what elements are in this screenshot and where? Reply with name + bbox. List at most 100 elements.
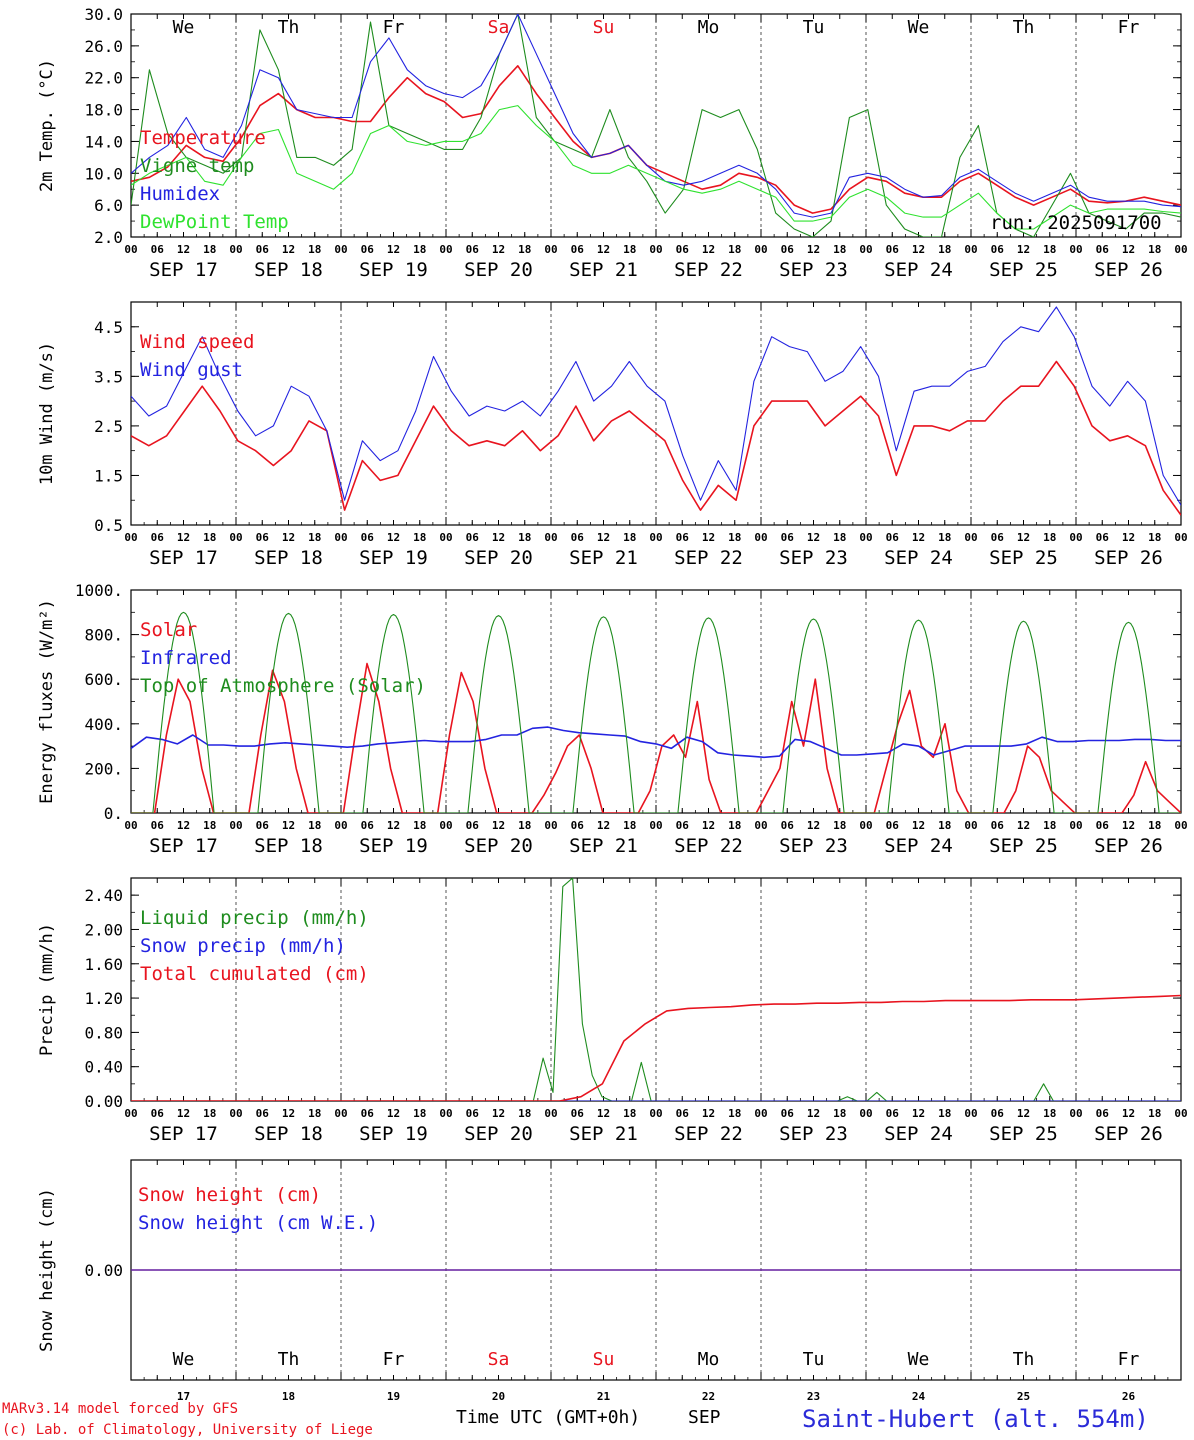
series-line [131,14,1181,237]
date-label: SEP 24 [884,259,953,281]
date-label: SEP 26 [1094,835,1163,857]
hour-tick-label: 18 [833,243,846,256]
hour-tick-label: 18 [938,531,951,544]
hour-tick-label: 18 [728,531,741,544]
series-line [131,360,1181,516]
hour-tick-label: 06 [676,819,690,832]
hour-tick-label: 12 [282,243,295,256]
hour-tick-label: 06 [361,243,375,256]
hour-tick-label: 18 [1148,531,1161,544]
hour-tick-label: 12 [387,531,400,544]
hour-tick-label: 12 [177,531,190,544]
hour-tick-label: 18 [518,243,531,256]
date-label: SEP 21 [569,547,638,569]
hour-tick-label: 18 [623,1107,636,1120]
y-axis-label: Precip (mm/h) [37,923,57,1056]
hour-tick-label: 12 [807,1107,820,1120]
hour-tick-label: 12 [387,243,400,256]
day-name: Sa [488,17,510,38]
hour-tick-label: 12 [177,243,190,256]
hour-tick-label: 18 [518,819,531,832]
hour-tick-label: 06 [676,531,690,544]
y-axis-label: Energy fluxes (W/m²) [37,599,57,804]
hour-tick-label: 06 [991,531,1005,544]
date-label: SEP 20 [464,259,533,281]
y-tick-label: 1.60 [84,955,123,974]
hour-tick-label: 06 [466,1107,480,1120]
hour-tick-label: 00 [334,819,347,832]
hour-tick-label: 06 [886,1107,900,1120]
hour-tick-label: 00 [124,531,137,544]
hour-tick-label: 18 [518,531,531,544]
date-label: SEP 22 [674,1123,743,1145]
hour-tick-label: 12 [702,243,715,256]
day-name: Mo [698,17,720,38]
day-name: Tu [803,1349,825,1370]
hour-tick-label: 06 [991,1107,1005,1120]
y-tick-label: 1000. [75,581,123,600]
hour-tick-label: 06 [571,531,585,544]
hour-tick-label: 06 [361,531,375,544]
hour-tick-label: 00 [229,531,242,544]
hour-tick-label: 18 [1148,243,1161,256]
hour-tick-label: 12 [1017,819,1030,832]
y-tick-label: 0.00 [84,1092,123,1111]
hour-tick-label: 18 [1043,1107,1056,1120]
date-label: SEP 23 [779,835,848,857]
hour-tick-label: 18 [833,531,846,544]
hour-tick-label: 12 [597,243,610,256]
hour-tick-label: 06 [781,531,795,544]
y-tick-label: 400. [84,715,123,734]
panel-frame [130,589,1182,814]
hour-tick-label: 06 [991,243,1005,256]
hour-tick-label: 18 [413,819,426,832]
hour-tick-label: 00 [229,819,242,832]
panel-frame [130,877,1182,1102]
day-number: 25 [1017,1390,1030,1403]
hour-tick-label: 12 [597,819,610,832]
hour-tick-label: 00 [1069,531,1082,544]
hour-tick-label: 00 [1174,1107,1187,1120]
y-tick-label: 30.0 [84,5,123,24]
hour-tick-label: 00 [1174,243,1187,256]
hour-tick-label: 12 [1017,243,1030,256]
day-number: 21 [597,1390,611,1403]
hour-tick-label: 18 [1043,243,1056,256]
y-tick-label: 10.0 [84,164,123,183]
hour-tick-label: 06 [886,531,900,544]
hour-tick-label: 12 [492,243,505,256]
hour-tick-label: 06 [361,819,375,832]
hour-tick-label: 00 [229,243,242,256]
hour-tick-label: 06 [256,243,270,256]
hour-tick-label: 00 [334,243,347,256]
y-tick-label: 2.00 [84,920,123,939]
hour-tick-label: 06 [781,819,795,832]
date-label: SEP 26 [1094,547,1163,569]
day-name: Th [278,17,300,38]
hour-tick-label: 06 [571,1107,585,1120]
hour-tick-label: 00 [649,1107,662,1120]
hour-tick-label: 06 [1096,819,1110,832]
date-label: SEP 20 [464,1123,533,1145]
hour-tick-label: 00 [544,531,557,544]
hour-tick-label: 00 [649,243,662,256]
hour-tick-label: 00 [439,819,452,832]
hour-tick-label: 12 [1122,819,1135,832]
hour-tick-label: 00 [1069,1107,1082,1120]
date-label: SEP 18 [254,259,323,281]
hour-tick-label: 12 [702,531,715,544]
series-line [131,105,1181,230]
series-line [131,662,1181,813]
y-tick-label: 26.0 [84,37,123,56]
day-name: Su [593,1349,615,1370]
hour-tick-label: 18 [413,243,426,256]
hour-tick-label: 18 [623,243,636,256]
hour-tick-label: 06 [361,1107,375,1120]
hour-tick-label: 12 [1017,531,1030,544]
day-number: 23 [807,1390,820,1403]
hour-tick-label: 12 [177,1107,190,1120]
hour-tick-label: 00 [649,531,662,544]
series-line [131,611,1181,813]
hour-tick-label: 18 [413,1107,426,1120]
